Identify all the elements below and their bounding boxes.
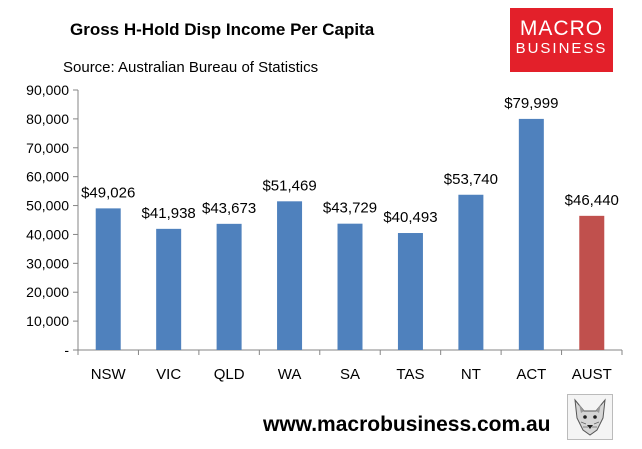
- data-label: $79,999: [504, 95, 558, 112]
- y-tick-label: 30,000: [26, 255, 69, 271]
- data-label: $43,673: [202, 200, 256, 217]
- data-label: $41,938: [142, 205, 196, 222]
- x-tick-label: WA: [278, 366, 302, 383]
- bar-act: [519, 119, 544, 350]
- x-tick-label: NT: [461, 366, 481, 383]
- y-tick-label: 40,000: [26, 226, 69, 242]
- bar-nsw: [96, 208, 121, 350]
- data-label: $43,729: [323, 200, 377, 217]
- bar-tas: [398, 233, 423, 350]
- wolf-icon: [567, 394, 613, 440]
- x-tick-label: VIC: [156, 366, 181, 383]
- data-label: $40,493: [383, 209, 437, 226]
- bar-vic: [156, 229, 181, 350]
- x-tick-label: SA: [340, 366, 360, 383]
- x-tick-label: ACT: [516, 366, 546, 383]
- y-tick-label: -: [64, 342, 69, 358]
- footer-url: www.macrobusiness.com.au: [263, 413, 550, 437]
- y-tick-label: 90,000: [26, 82, 69, 98]
- data-label: $46,440: [565, 192, 619, 209]
- bar-qld: [217, 224, 242, 350]
- data-label: $49,026: [81, 184, 135, 201]
- bar-aust: [579, 216, 604, 350]
- y-tick-label: 20,000: [26, 284, 69, 300]
- x-tick-label: TAS: [396, 366, 424, 383]
- y-tick-label: 80,000: [26, 111, 69, 127]
- y-tick-label: 10,000: [26, 313, 69, 329]
- y-tick-label: 50,000: [26, 198, 69, 214]
- y-tick-label: 70,000: [26, 140, 69, 156]
- x-tick-label: QLD: [214, 366, 245, 383]
- bar-wa: [277, 201, 302, 350]
- x-tick-label: AUST: [572, 366, 612, 383]
- bar-sa: [338, 224, 363, 350]
- bar-nt: [458, 195, 483, 350]
- y-tick-label: 60,000: [26, 169, 69, 185]
- x-tick-label: NSW: [91, 366, 127, 383]
- data-label: $51,469: [262, 177, 316, 194]
- data-label: $53,740: [444, 171, 498, 188]
